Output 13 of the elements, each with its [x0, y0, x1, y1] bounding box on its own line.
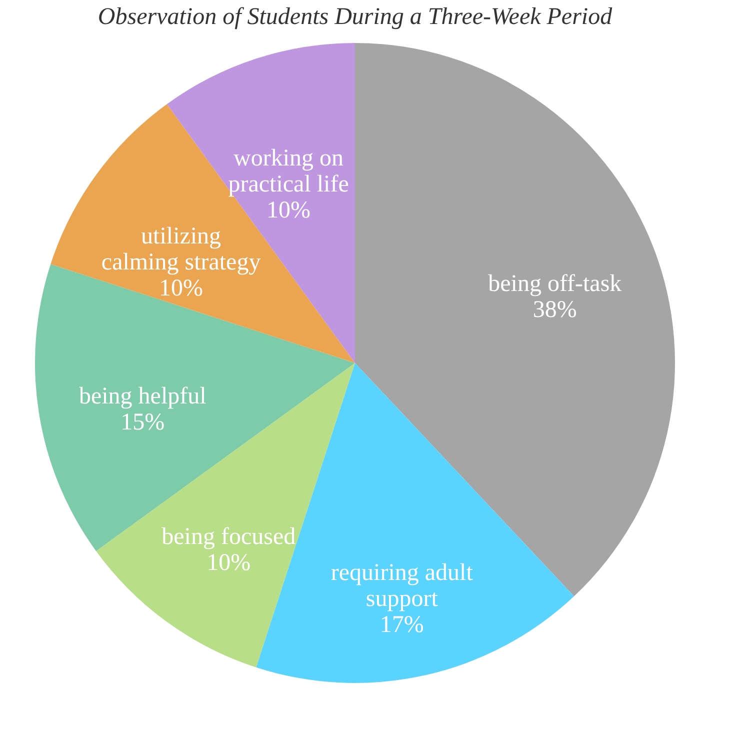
data-label: 10% — [266, 198, 311, 224]
data-label: 10% — [206, 550, 251, 576]
chart-title: Observation of Students During a Three-Week Period — [98, 4, 614, 30]
data-label: 10% — [159, 276, 204, 302]
data-label: 15% — [120, 410, 165, 436]
data-label: 17% — [380, 612, 424, 638]
slice-label: requiring adult support — [330, 560, 474, 612]
slice-label: working on practical life — [228, 146, 349, 198]
slice-label: being helpful — [78, 384, 207, 410]
slice-label: utilizing calming strategy — [101, 224, 261, 276]
data-label: 38% — [532, 296, 577, 323]
slice-label: being focused — [162, 524, 296, 550]
slice-label: being off-task — [488, 270, 622, 297]
